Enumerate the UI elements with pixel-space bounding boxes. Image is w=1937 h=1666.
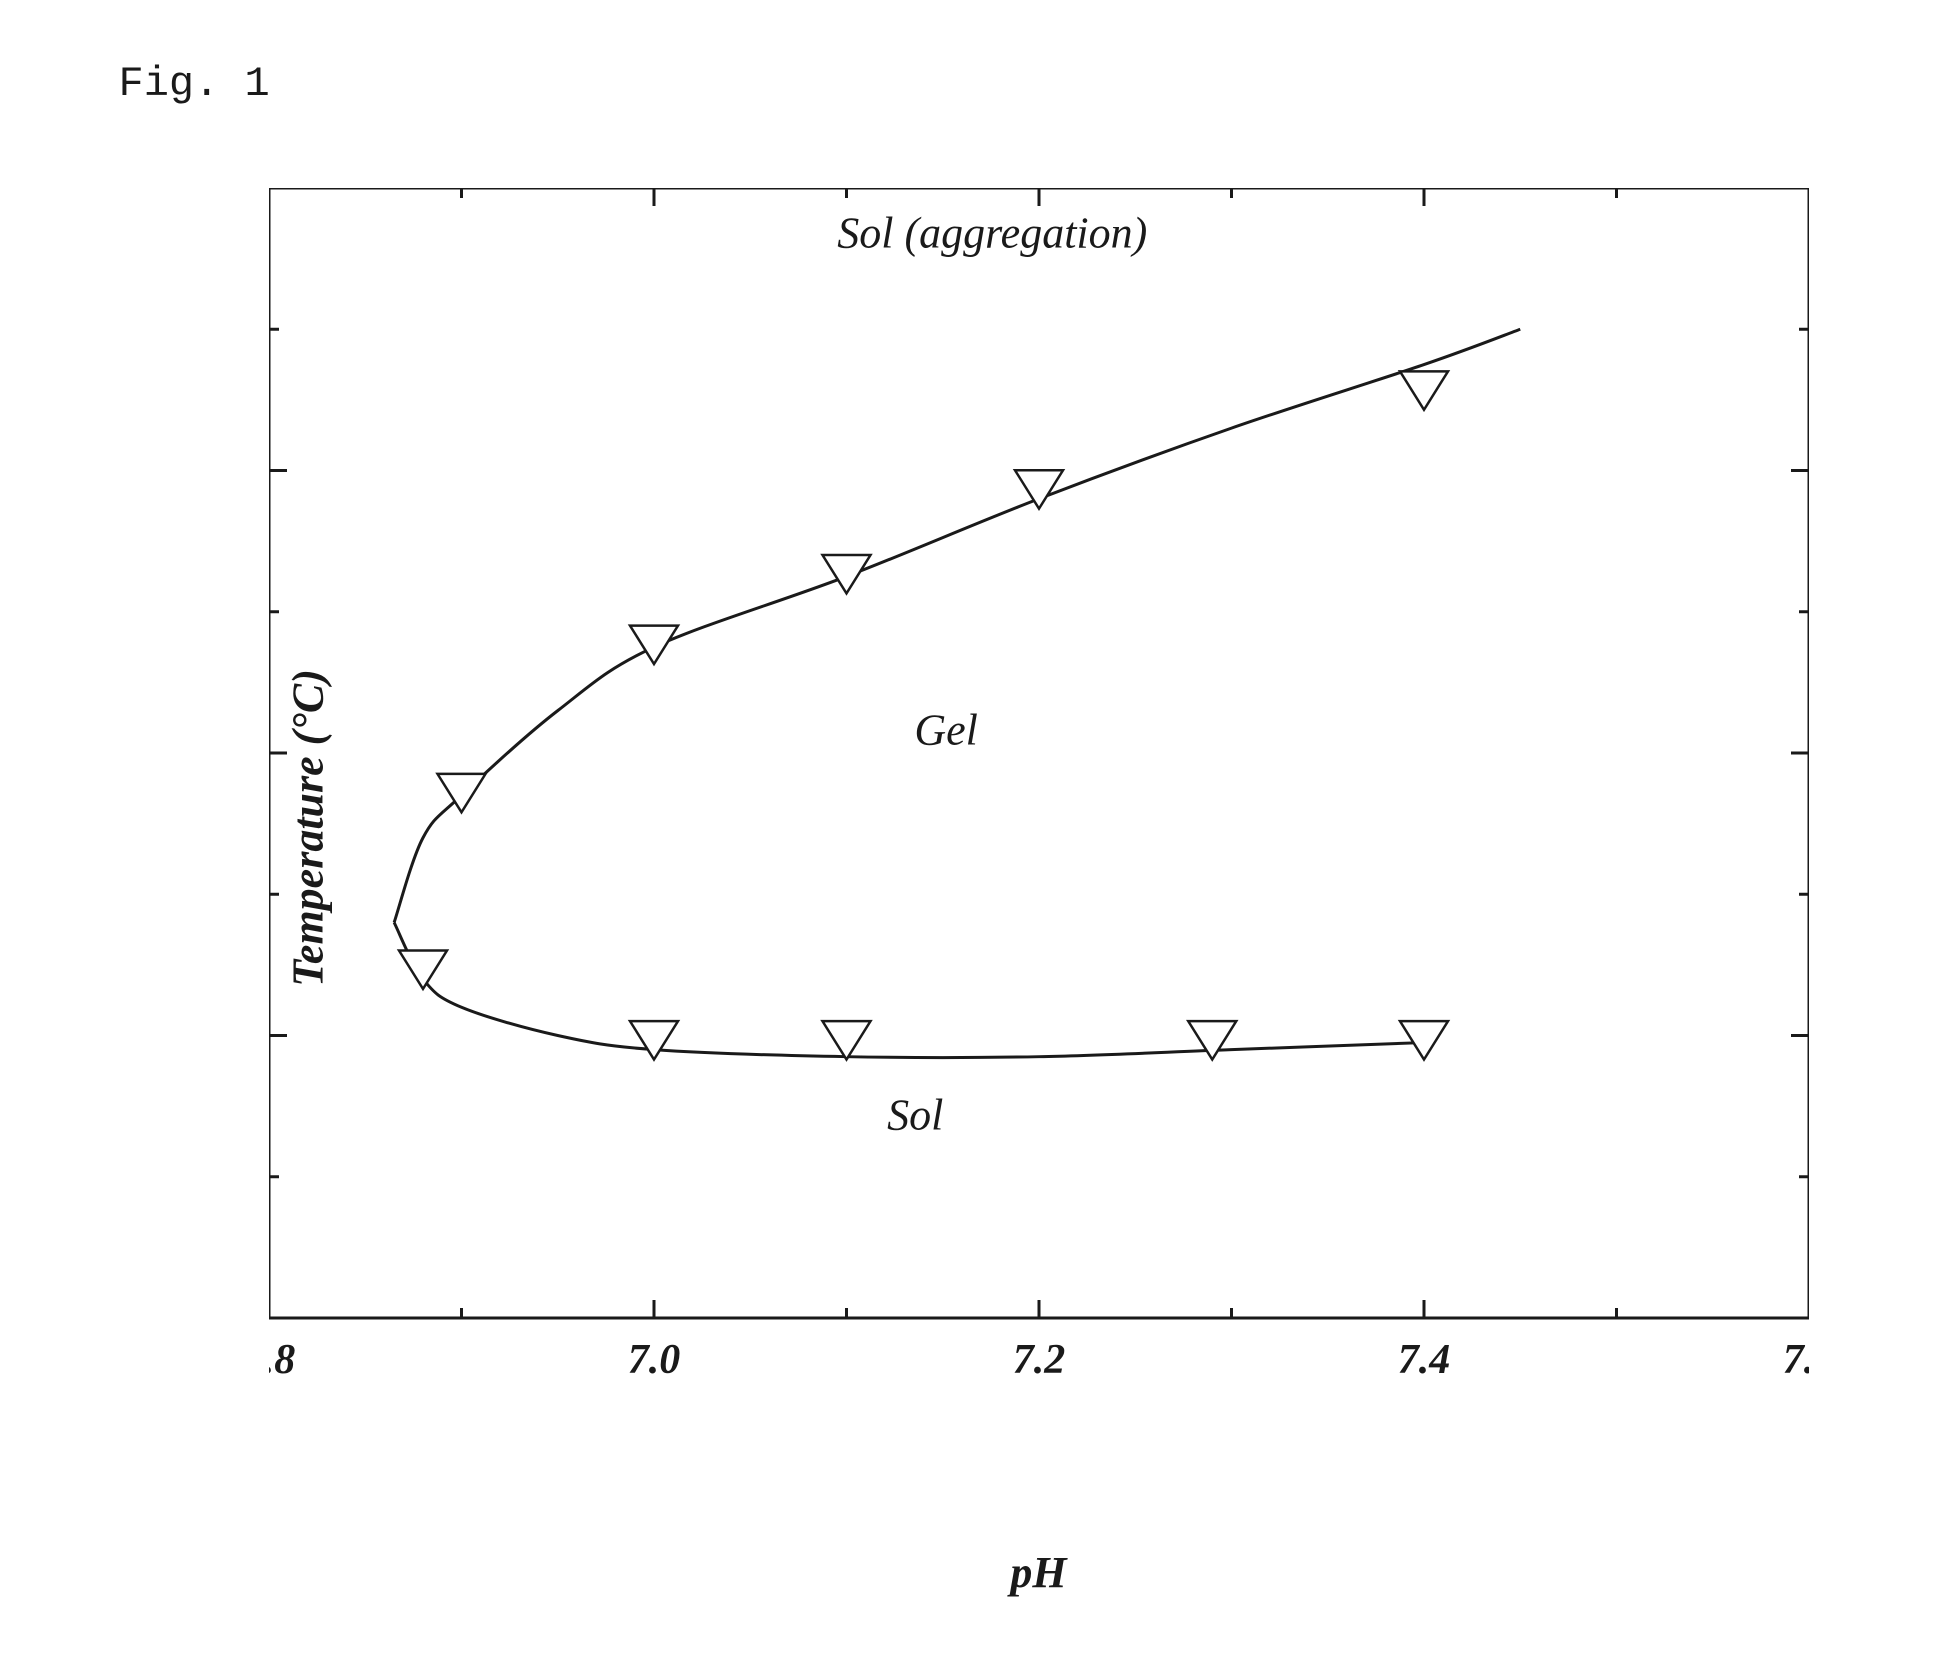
y-axis-label: Temperature (°C) xyxy=(282,669,333,987)
svg-text:7.6: 7.6 xyxy=(1782,1337,1808,1383)
phase-diagram-chart: Temperature (°C) 6.87.07.27.47.602040608… xyxy=(269,188,1809,1468)
x-axis-label: pH xyxy=(1010,1547,1066,1598)
svg-text:7.2: 7.2 xyxy=(1012,1337,1065,1383)
svg-text:6.8: 6.8 xyxy=(269,1337,295,1383)
svg-text:7.4: 7.4 xyxy=(1397,1337,1450,1383)
figure-container: Fig. 1 Temperature (°C) 6.87.07.27.47.60… xyxy=(119,60,1819,1468)
region-label: Sol (aggregation) xyxy=(837,208,1147,259)
chart-svg: 6.87.07.27.47.6020406080 xyxy=(269,188,1809,1398)
region-label: Sol xyxy=(887,1089,943,1140)
figure-label: Fig. 1 xyxy=(119,60,1819,108)
region-label: Gel xyxy=(914,705,978,756)
svg-text:7.0: 7.0 xyxy=(627,1337,680,1383)
